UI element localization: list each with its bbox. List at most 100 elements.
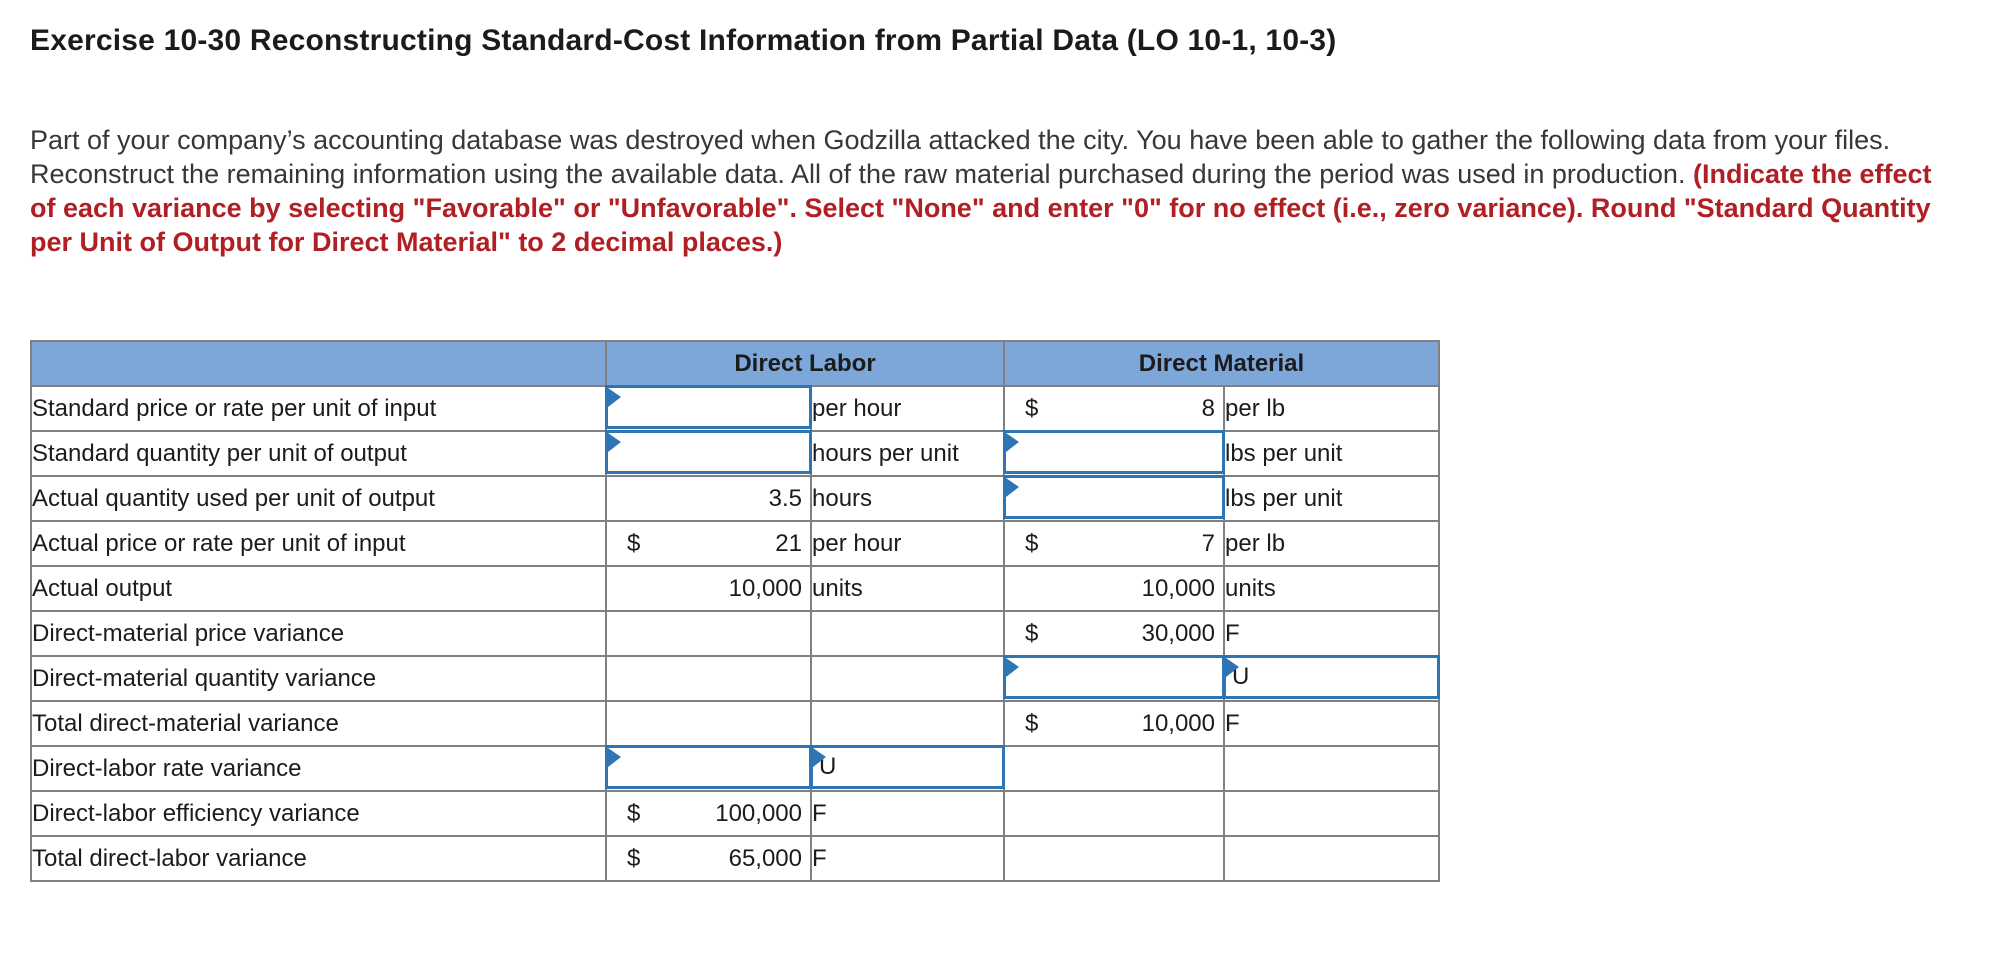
cell-flag-icon <box>608 433 621 452</box>
header-direct-labor: Direct Labor <box>605 340 1005 387</box>
cell-material-unit: F <box>1223 700 1440 747</box>
amount-value: 30,000 <box>1141 619 1215 647</box>
cell-material-value <box>1003 430 1225 477</box>
table-row: Direct-material quantity variance U <box>30 655 1440 702</box>
cell-material-unit: lbs per unit <box>1223 475 1440 522</box>
cell-material-value: $30,000 <box>1003 610 1225 657</box>
amount-value: 10,000 <box>1141 574 1215 602</box>
answer-input-material-value[interactable] <box>1003 430 1225 474</box>
cell-labor-value-empty <box>605 700 812 747</box>
cell-labor-value <box>605 745 812 792</box>
cell-material-value: $7 <box>1003 520 1225 567</box>
amount-value: 7 <box>1201 529 1215 557</box>
page-title: Exercise 10-30 Reconstructing Standard-C… <box>30 24 1337 58</box>
row-label: Direct-material quantity variance <box>30 655 607 702</box>
cell-labor-unit: F <box>810 835 1005 882</box>
cell-labor-value-empty <box>605 655 812 702</box>
amount-value: 10,000 <box>1141 709 1215 737</box>
answer-input-material-value[interactable] <box>1003 655 1225 699</box>
answer-input-labor-unit[interactable]: U <box>810 745 1005 789</box>
cell-labor-unit: F <box>810 790 1005 837</box>
table-row: Standard price or rate per unit of input… <box>30 385 1440 432</box>
row-label: Standard price or rate per unit of input <box>30 385 607 432</box>
answer-input-labor-value[interactable] <box>605 385 812 429</box>
cell-material-unit: lbs per unit <box>1223 430 1440 477</box>
cell-labor-value <box>605 385 812 432</box>
cell-labor-value: $100,000 <box>605 790 812 837</box>
row-label: Standard quantity per unit of output <box>30 430 607 477</box>
answer-input-material-unit[interactable]: U <box>1223 655 1440 699</box>
cell-material-unit-empty <box>1223 790 1440 837</box>
amount-value: 8 <box>1201 394 1215 422</box>
cell-material-value-empty <box>1003 835 1225 882</box>
cost-table-container: Direct Labor Direct Material Standard pr… <box>30 340 1440 882</box>
cell-labor-unit-empty <box>810 700 1005 747</box>
table-row: Total direct-labor variance $65,000 F <box>30 835 1440 882</box>
cell-flag-icon <box>1226 658 1239 677</box>
amount-value: 10,000 <box>728 574 802 602</box>
cell-labor-unit: hours per unit <box>810 430 1005 477</box>
cell-labor-unit-empty <box>810 655 1005 702</box>
dollar-sign: $ <box>627 844 641 872</box>
cell-flag-icon <box>608 748 621 767</box>
cell-flag-icon <box>608 388 621 407</box>
cell-labor-value: $65,000 <box>605 835 812 882</box>
table-row: Actual quantity used per unit of output 3… <box>30 475 1440 522</box>
cell-flag-icon <box>1006 433 1019 452</box>
row-label: Actual output <box>30 565 607 612</box>
row-label: Direct-labor rate variance <box>30 745 607 792</box>
row-label: Total direct-labor variance <box>30 835 607 882</box>
table-header-row: Direct Labor Direct Material <box>30 340 1440 387</box>
cell-material-value: $8 <box>1003 385 1225 432</box>
answer-input-labor-value[interactable] <box>605 430 812 474</box>
cell-material-value: $10,000 <box>1003 700 1225 747</box>
cell-flag-icon <box>1006 658 1019 677</box>
cell-labor-unit: per hour <box>810 520 1005 567</box>
dollar-sign: $ <box>627 799 641 827</box>
problem-text: Part of your company’s accounting databa… <box>30 125 1891 189</box>
cell-flag-icon <box>813 748 826 767</box>
table-row: Direct-material price variance $30,000 F <box>30 610 1440 657</box>
amount-value: 100,000 <box>715 799 802 827</box>
row-label: Direct-labor efficiency variance <box>30 790 607 837</box>
cell-material-value: 10,000 <box>1003 565 1225 612</box>
cell-material-unit-empty <box>1223 835 1440 882</box>
cell-material-unit: per lb <box>1223 520 1440 567</box>
dollar-sign: $ <box>1025 709 1039 737</box>
header-blank <box>30 340 607 387</box>
cell-labor-unit: U <box>810 745 1005 792</box>
dollar-sign: $ <box>1025 394 1039 422</box>
cell-labor-value: $21 <box>605 520 812 567</box>
cell-labor-value <box>605 430 812 477</box>
table-row: Direct-labor rate variance U <box>30 745 1440 792</box>
table-body: Standard price or rate per unit of input… <box>30 385 1440 882</box>
cell-material-value-empty <box>1003 790 1225 837</box>
cell-material-unit-empty <box>1223 745 1440 792</box>
cell-flag-icon <box>1006 478 1019 497</box>
cell-labor-unit-empty <box>810 610 1005 657</box>
cell-labor-value: 10,000 <box>605 565 812 612</box>
row-label: Actual price or rate per unit of input <box>30 520 607 567</box>
problem-statement: Part of your company’s accounting databa… <box>30 123 1945 259</box>
cell-material-unit: U <box>1223 655 1440 702</box>
dollar-sign: $ <box>627 529 641 557</box>
amount-value: 65,000 <box>728 844 802 872</box>
row-label: Total direct-material variance <box>30 700 607 747</box>
dollar-sign: $ <box>1025 619 1039 647</box>
cost-table: Direct Labor Direct Material Standard pr… <box>30 340 1440 882</box>
problem-instructions-red: (Indicate the effect of each variance by… <box>30 159 1932 257</box>
dollar-sign: $ <box>1025 529 1039 557</box>
table-row: Total direct-material variance $10,000 F <box>30 700 1440 747</box>
amount-value: 21 <box>775 529 802 557</box>
cell-material-unit: units <box>1223 565 1440 612</box>
row-label: Direct-material price variance <box>30 610 607 657</box>
cell-material-value <box>1003 475 1225 522</box>
header-direct-material: Direct Material <box>1003 340 1440 387</box>
table-row: Direct-labor efficiency variance $100,000… <box>30 790 1440 837</box>
cell-material-unit: per lb <box>1223 385 1440 432</box>
answer-input-material-value[interactable] <box>1003 475 1225 519</box>
cell-labor-unit: units <box>810 565 1005 612</box>
answer-input-labor-value[interactable] <box>605 745 812 789</box>
cell-labor-unit: hours <box>810 475 1005 522</box>
cell-labor-unit: per hour <box>810 385 1005 432</box>
